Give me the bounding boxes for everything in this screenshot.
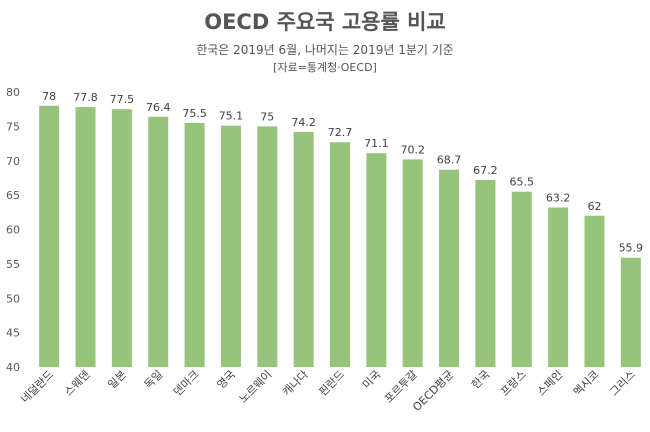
x-tick-label: 네덜란드 xyxy=(18,368,56,406)
bar xyxy=(75,107,96,367)
x-tick-label: 독일 xyxy=(141,367,165,391)
y-tick-label: 60 xyxy=(6,224,20,237)
x-tick-label: 노르웨이 xyxy=(237,368,275,406)
y-tick-label: 45 xyxy=(6,327,20,340)
x-tick-label: 프랑스 xyxy=(498,368,529,399)
y-tick-label: 65 xyxy=(6,189,20,202)
y-tick-label: 40 xyxy=(6,361,20,374)
x-tick-label: 스페인 xyxy=(535,368,566,399)
bar xyxy=(584,215,605,367)
x-tick-label: 멕시코 xyxy=(571,368,602,399)
y-tick-label: 80 xyxy=(6,86,20,99)
bar xyxy=(475,180,496,367)
data-label: 70.2 xyxy=(400,143,425,156)
x-tick-label: 그리스 xyxy=(607,368,638,399)
data-label: 71.1 xyxy=(364,137,389,150)
bar xyxy=(511,191,532,367)
bar xyxy=(220,125,241,367)
bar xyxy=(366,153,387,367)
data-label: 75 xyxy=(260,110,274,123)
bar xyxy=(330,142,350,367)
bar xyxy=(620,257,641,367)
data-label: 75.5 xyxy=(182,107,207,120)
x-tick-label: 스웨덴 xyxy=(62,368,93,399)
data-label: 65.5 xyxy=(510,176,535,189)
bar xyxy=(293,131,314,367)
data-label: 76.4 xyxy=(146,101,171,114)
y-tick-label: 55 xyxy=(6,258,20,271)
bar xyxy=(439,169,460,367)
bar xyxy=(39,105,60,367)
bar xyxy=(548,207,569,367)
bars xyxy=(39,105,641,367)
x-tick-label: 덴마크 xyxy=(171,368,202,399)
data-label: 77.5 xyxy=(110,93,135,106)
data-label: 77.8 xyxy=(73,91,98,104)
x-tick-label: 영국 xyxy=(215,368,239,392)
data-label: 75.1 xyxy=(219,110,244,123)
y-tick-label: 75 xyxy=(6,120,20,133)
bar xyxy=(402,159,423,367)
x-tick-label: 캐나다 xyxy=(280,368,311,399)
y-tick-label: 70 xyxy=(6,155,20,168)
bar xyxy=(257,126,278,367)
data-label: 68.7 xyxy=(437,154,462,167)
x-tick-label: 한국 xyxy=(469,368,493,392)
x-tick-label: 핀란드 xyxy=(316,368,347,399)
data-label: 78 xyxy=(42,90,56,103)
chart-title: OECD 주요국 고용률 비교 xyxy=(204,10,446,34)
y-axis: 40 45 50 55 60 65 70 75 80 xyxy=(6,86,20,374)
x-tick-label: 일본 xyxy=(105,367,129,391)
bar xyxy=(184,122,205,367)
y-tick-label: 50 xyxy=(6,292,20,305)
data-label: 62 xyxy=(587,200,601,213)
bar xyxy=(111,109,132,367)
chart-subtitle: 한국은 2019년 6월, 나머지는 2019년 1분기 기준 xyxy=(196,43,454,57)
chart-source: [자료=통계청·OECD] xyxy=(273,61,377,74)
bar xyxy=(148,116,169,367)
data-label: 63.2 xyxy=(546,192,571,205)
data-label: 74.2 xyxy=(291,116,316,129)
data-labels: 78 77.8 77.5 76.4 75.5 75.1 75 74.2 72.7 71.1 70.2… xyxy=(42,90,643,255)
data-label: 55.9 xyxy=(619,242,644,255)
data-label: 67.2 xyxy=(473,164,498,177)
data-label: 72.7 xyxy=(328,126,353,139)
x-tick-label: 미국 xyxy=(360,368,384,392)
